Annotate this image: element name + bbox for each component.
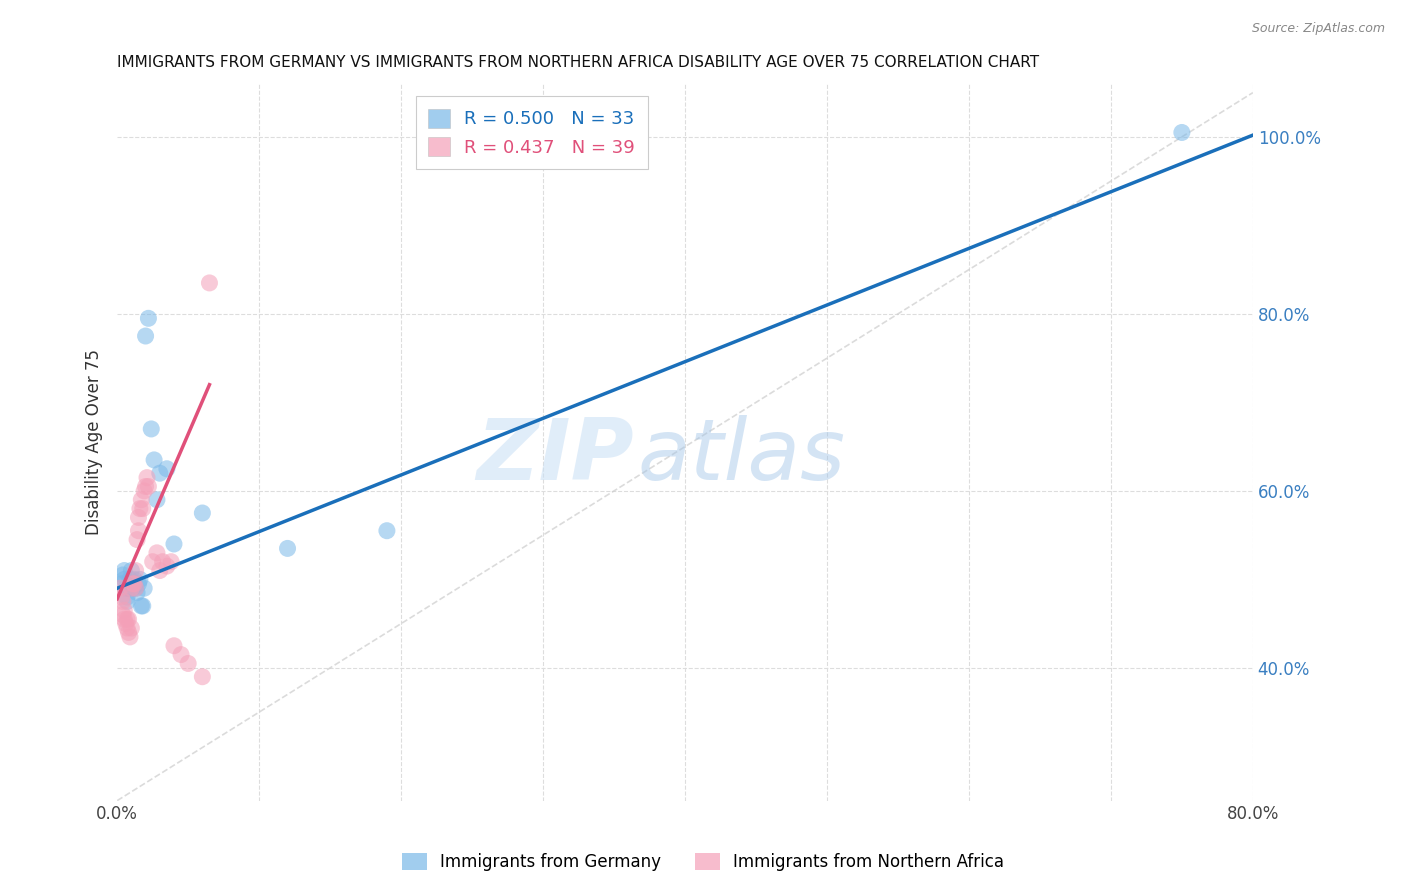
Point [142, 555, 165, 569]
Point [121, 581, 143, 595]
Point [112, 612, 135, 626]
Point [117, 625, 139, 640]
Point [129, 501, 152, 516]
Point [117, 581, 139, 595]
Point [160, 555, 183, 569]
Point [120, 581, 142, 595]
Point [135, 479, 157, 493]
Point [141, 422, 163, 436]
Point [198, 276, 221, 290]
Point [115, 594, 138, 608]
Point [115, 621, 138, 635]
Point [120, 576, 142, 591]
Point [111, 568, 134, 582]
Point [117, 612, 139, 626]
Point [134, 581, 156, 595]
Point [122, 573, 145, 587]
Point [122, 576, 145, 591]
Point [277, 541, 299, 556]
Point [163, 639, 186, 653]
Point [111, 594, 134, 608]
Point [112, 564, 135, 578]
Point [114, 616, 136, 631]
Y-axis label: Disability Age Over 75: Disability Age Over 75 [86, 349, 103, 535]
Legend: Immigrants from Germany, Immigrants from Northern Africa: Immigrants from Germany, Immigrants from… [394, 845, 1012, 880]
Point [127, 524, 149, 538]
Point [124, 564, 146, 578]
Point [152, 555, 174, 569]
Point [124, 581, 146, 595]
Point [127, 576, 149, 591]
Point [375, 524, 398, 538]
Point [131, 492, 153, 507]
Point [131, 599, 153, 613]
Point [115, 590, 138, 604]
Point [125, 533, 148, 547]
Point [156, 559, 179, 574]
Point [127, 510, 149, 524]
Point [112, 573, 135, 587]
Point [156, 462, 179, 476]
Point [191, 670, 214, 684]
Legend: R = 0.500   N = 33, R = 0.437   N = 39: R = 0.500 N = 33, R = 0.437 N = 39 [416, 96, 648, 169]
Point [121, 576, 143, 591]
Point [110, 576, 132, 591]
Point [163, 537, 186, 551]
Point [146, 492, 169, 507]
Text: ZIP: ZIP [477, 415, 634, 498]
Point [118, 573, 141, 587]
Point [146, 546, 169, 560]
Point [118, 630, 141, 644]
Point [191, 506, 214, 520]
Point [122, 576, 145, 591]
Point [129, 573, 152, 587]
Point [124, 581, 146, 595]
Point [170, 648, 193, 662]
Point [135, 329, 157, 343]
Point [125, 585, 148, 599]
Point [149, 564, 172, 578]
Point [177, 657, 200, 671]
Point [111, 607, 134, 622]
Point [120, 621, 142, 635]
Point [120, 564, 142, 578]
Point [138, 479, 160, 493]
Point [132, 501, 155, 516]
Text: Source: ZipAtlas.com: Source: ZipAtlas.com [1251, 22, 1385, 36]
Point [132, 599, 155, 613]
Point [143, 453, 166, 467]
Point [115, 612, 138, 626]
Point [136, 470, 159, 484]
Point [112, 603, 135, 617]
Point [108, 581, 131, 595]
Point [1171, 126, 1194, 140]
Point [114, 581, 136, 595]
Text: IMMIGRANTS FROM GERMANY VS IMMIGRANTS FROM NORTHERN AFRICA DISABILITY AGE OVER 7: IMMIGRANTS FROM GERMANY VS IMMIGRANTS FR… [117, 55, 1039, 70]
Point [134, 483, 156, 498]
Point [138, 311, 160, 326]
Point [149, 466, 172, 480]
Text: atlas: atlas [637, 415, 845, 498]
Point [110, 590, 132, 604]
